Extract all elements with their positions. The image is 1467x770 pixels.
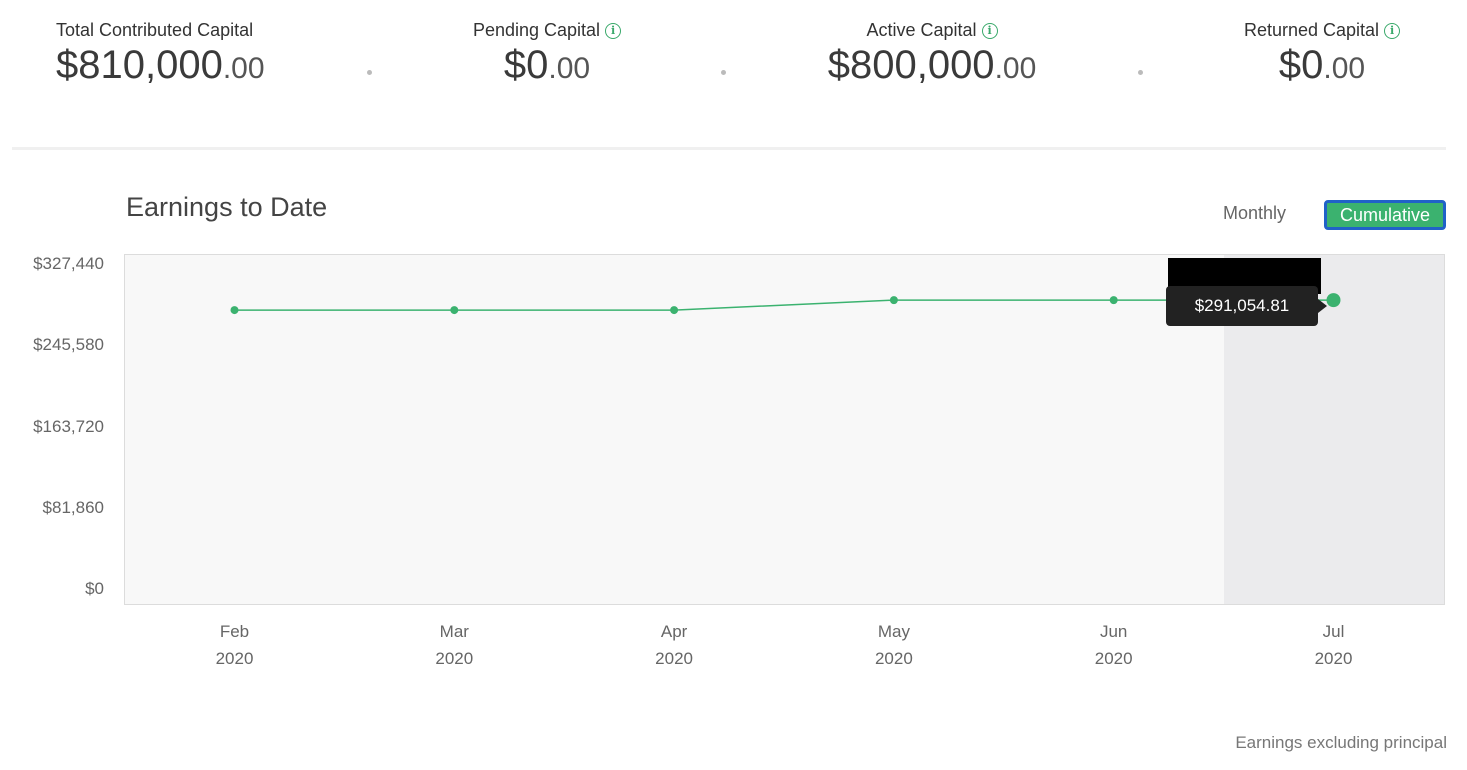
stat-label: Returned Capital (1243, 20, 1380, 40)
x-tick-month: Feb (219, 622, 250, 641)
x-tick-year: 2020 (435, 649, 474, 668)
stat-label-row: Pending Capital i (447, 20, 647, 41)
chart-title: Earnings to Date (126, 192, 328, 222)
y-tick-label: $163,720 (33, 416, 104, 436)
monthly-toggle-button[interactable]: Monthly (1223, 203, 1287, 223)
capital-summary: Total Contributed Capital $810,000.00 Pe… (0, 0, 1467, 150)
value-tooltip: $291,054.81 (1166, 286, 1318, 326)
stat-dollars: $0 (1278, 43, 1324, 87)
stat-value: $0.00 (1222, 43, 1422, 88)
chart-footnote: Earnings excluding principal (1235, 733, 1447, 752)
stat-value: $0.00 (447, 43, 647, 88)
x-tick-label: May 2020 (854, 618, 934, 672)
info-icon[interactable]: i (981, 23, 998, 39)
y-tick-label: $245,580 (33, 335, 104, 355)
stat-label-row: Returned Capital i (1222, 20, 1422, 41)
x-tick-year: 2020 (215, 649, 254, 668)
stat-cents: .00 (222, 52, 265, 85)
data-point[interactable] (230, 306, 239, 315)
x-tick-year: 2020 (655, 649, 693, 668)
x-tick-month: Jul (1322, 622, 1345, 641)
stat-dollars: $800,000 (827, 43, 995, 87)
y-tick-label: $327,440 (33, 254, 104, 273)
data-point[interactable] (670, 306, 679, 315)
x-tick-month: Mar (439, 622, 469, 641)
x-tick-label: Jul 2020 (1294, 618, 1374, 672)
x-tick-month: Apr (660, 622, 688, 641)
data-point[interactable] (450, 306, 459, 315)
x-tick-label: Apr 2020 (634, 618, 714, 672)
stat-pending: Pending Capital i $0.00 (447, 20, 647, 88)
stat-total-contributed: Total Contributed Capital $810,000.00 (56, 20, 265, 88)
x-tick-label: Jun 2020 (1074, 618, 1154, 672)
cumulative-toggle-button[interactable]: Cumulative (1324, 200, 1446, 230)
info-icon[interactable]: i (1384, 23, 1401, 39)
stat-value: $810,000.00 (56, 43, 265, 88)
info-icon[interactable]: i (605, 23, 622, 39)
stat-label: Active Capital (866, 20, 977, 40)
x-tick-label: Feb 2020 (195, 618, 275, 672)
y-tick-label: $81,860 (42, 497, 104, 517)
stat-active: Active Capital i $800,000.00 (812, 20, 1052, 88)
x-tick-label: Mar 2020 (414, 618, 494, 672)
separator-dot (367, 70, 372, 75)
stat-dollars: $0 (503, 43, 549, 87)
x-tick-year: 2020 (1094, 649, 1133, 668)
stat-cents: .00 (548, 52, 591, 85)
x-tick-year: 2020 (1314, 649, 1353, 668)
data-point[interactable] (889, 296, 898, 305)
stat-cents: .00 (994, 52, 1037, 85)
x-tick-month: Jun (1099, 622, 1128, 641)
y-tick-label: $0 (85, 579, 104, 598)
tooltip-arrow (1318, 299, 1327, 313)
earnings-line (234, 299, 1334, 311)
stat-returned: Returned Capital i $0.00 (1222, 20, 1422, 88)
data-point[interactable] (1326, 293, 1341, 308)
separator-dot (721, 70, 726, 75)
separator-dot (1138, 70, 1143, 75)
data-point[interactable] (1109, 296, 1118, 305)
earnings-series (230, 293, 1341, 315)
stat-cents: .00 (1323, 52, 1366, 85)
stat-label: Pending Capital (472, 20, 601, 40)
x-tick-year: 2020 (874, 649, 913, 668)
stat-label-row: Active Capital i (812, 20, 1052, 41)
x-tick-month: May (877, 622, 910, 641)
section-divider (12, 147, 1446, 150)
stat-dollars: $810,000 (56, 43, 223, 87)
stat-label: Total Contributed Capital (56, 20, 254, 40)
stat-value: $800,000.00 (812, 43, 1052, 88)
